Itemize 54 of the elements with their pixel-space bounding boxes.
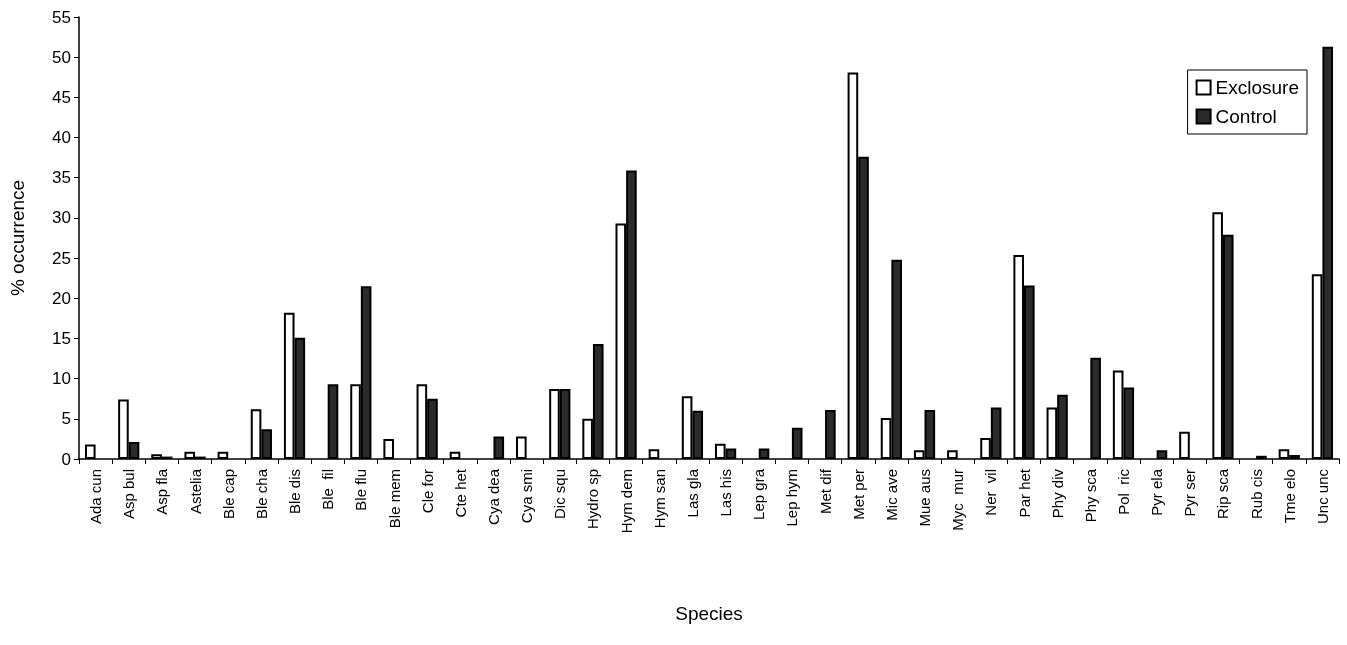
x-tick-label: Ble cha bbox=[252, 468, 270, 520]
x-tick-label: Unc unc bbox=[1313, 468, 1331, 525]
y-tick-label: 40 bbox=[52, 128, 71, 148]
x-tick-label: Cya dea bbox=[484, 468, 502, 525]
x-tick-label: Ble cap bbox=[219, 469, 237, 520]
x-tick-label: Lep gra bbox=[750, 468, 768, 520]
y-tick-label: 15 bbox=[52, 328, 71, 348]
x-tick-label: Ner vil bbox=[982, 469, 1000, 516]
x-tick-label: Myc mur bbox=[949, 469, 967, 531]
x-tick-label: Met per bbox=[849, 469, 867, 520]
x-tick-label: Hym san bbox=[650, 469, 668, 529]
x-tick-label: Asp bul bbox=[120, 469, 138, 520]
legend-label: Exclosure bbox=[1215, 77, 1299, 98]
x-tick-label: Par het bbox=[1015, 468, 1033, 518]
x-tick-label: Phy div bbox=[1048, 468, 1066, 519]
y-tick-label: 0 bbox=[61, 449, 71, 469]
x-tick-label: Hym dem bbox=[617, 469, 635, 534]
x-tick-label: Las gla bbox=[683, 468, 701, 518]
y-axis-title: % occurrence bbox=[7, 179, 28, 297]
x-tick-label: Hydro sp bbox=[584, 469, 602, 530]
x-tick-label: Pyr ela bbox=[1148, 468, 1166, 516]
x-tick-label: Astelia bbox=[186, 468, 204, 515]
x-tick-label: Pyr ser bbox=[1181, 469, 1199, 517]
x-tick-label: Phy sca bbox=[1081, 468, 1099, 523]
x-tick-label: Ada cun bbox=[87, 469, 105, 525]
y-tick-label: 55 bbox=[52, 7, 71, 27]
y-tick-label: 25 bbox=[52, 248, 71, 268]
x-tick-label: Cle for bbox=[418, 469, 436, 514]
y-tick-label: 45 bbox=[52, 87, 71, 107]
legend-label: Control bbox=[1215, 106, 1277, 127]
x-tick-label: Ble flu bbox=[352, 469, 370, 511]
x-tick-label: Met dif bbox=[816, 468, 834, 515]
x-tick-label: Mic ave bbox=[882, 469, 900, 521]
x-tick-label: Ble fil bbox=[319, 469, 337, 510]
x-tick-label: Asp fla bbox=[153, 468, 171, 515]
x-tick-label: Ble dis bbox=[286, 469, 304, 515]
x-tick-label: Dic squ bbox=[551, 469, 569, 520]
x-tick-label: Pol ric bbox=[1114, 468, 1132, 515]
y-tick-label: 5 bbox=[61, 409, 71, 429]
x-tick-label: Rub cis bbox=[1247, 469, 1265, 520]
x-tick-label: Rip sca bbox=[1214, 468, 1232, 520]
x-tick-label: Cya smi bbox=[518, 469, 536, 524]
x-tick-label: Ble mem bbox=[385, 469, 403, 529]
x-tick-label: Lep hym bbox=[783, 469, 801, 527]
x-axis-title: Species bbox=[675, 603, 743, 624]
x-tick-label: Mue aus bbox=[916, 469, 934, 527]
x-tick-label: Tme elo bbox=[1280, 469, 1298, 524]
x-tick-label: Las his bbox=[717, 469, 735, 517]
y-tick-label: 10 bbox=[52, 369, 71, 389]
x-tick-label: Cte het bbox=[451, 468, 469, 518]
y-tick-label: 35 bbox=[52, 168, 71, 188]
y-tick-label: 50 bbox=[52, 47, 71, 67]
y-tick-label: 30 bbox=[52, 208, 71, 228]
y-tick-label: 20 bbox=[52, 288, 71, 308]
